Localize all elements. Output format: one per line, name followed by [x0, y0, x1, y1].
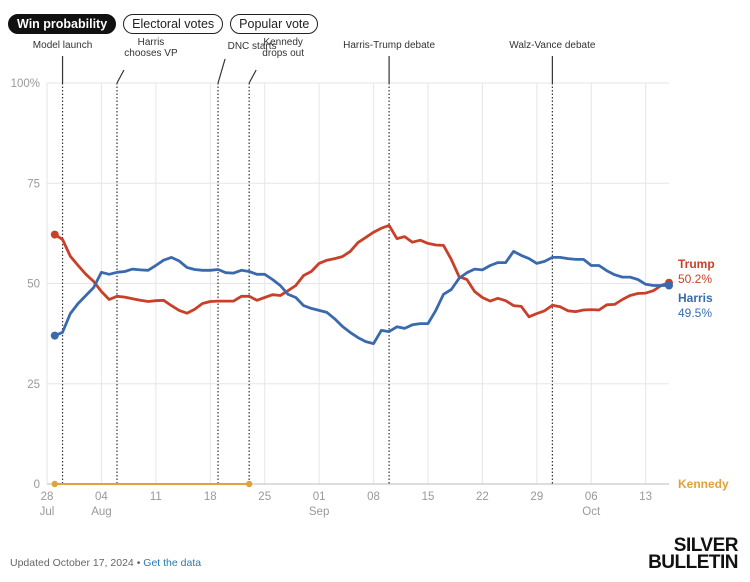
x-tick-sublabel: Aug: [91, 506, 111, 518]
series-start-dot-trump: [50, 230, 59, 239]
tab-popular-vote[interactable]: Popular vote: [230, 14, 319, 34]
series-label-kennedy: Kennedy: [678, 477, 729, 491]
silver-bulletin-logo: SILVER BULLETIN: [638, 535, 739, 573]
event-leader: [248, 69, 257, 84]
x-tick-label: 11: [150, 491, 162, 503]
event-leader: [116, 69, 125, 84]
event-label: Model launch: [33, 40, 92, 51]
event-label: Harris: [138, 37, 165, 48]
series-line-harris: [53, 249, 671, 346]
tab-electoral-votes[interactable]: Electoral votes: [123, 14, 224, 34]
x-tick-label: 18: [204, 491, 217, 503]
series-start-dot-harris: [50, 331, 59, 340]
win-probability-chart: 0 25 50 75 100% 28 Jul 04 Aug 11 18 25 01 Sep 08 15 22 29…: [11, 37, 729, 518]
updated-text: Updated October 17, 2024: [10, 557, 134, 569]
series-line-trump: [53, 223, 671, 319]
x-tick-sublabel: Jul: [40, 506, 55, 518]
x-tick-label: 06: [585, 491, 598, 503]
x-tick-label: 01: [313, 491, 326, 503]
series-start-dot-kennedy: [51, 480, 58, 488]
logo-line-1: SILVER: [673, 535, 739, 556]
event-label: drops out: [262, 48, 304, 59]
logo-line-2: BULLETIN: [648, 552, 738, 573]
y-tick-label: 100%: [11, 78, 40, 90]
x-tick-sublabel: Oct: [582, 506, 601, 518]
event-label: Kennedy: [263, 37, 302, 48]
y-tick-label: 0: [34, 479, 40, 491]
series-value-trump: 50.2%: [678, 272, 712, 286]
event-leader: [217, 58, 226, 84]
series-label-harris: Harris: [678, 291, 713, 305]
x-tick-label: 29: [530, 491, 543, 503]
series-end-dot-harris: [665, 281, 673, 290]
x-tick-label: 08: [367, 491, 380, 503]
y-tick-label: 25: [27, 379, 40, 391]
get-the-data-link[interactable]: Get the data: [143, 557, 202, 569]
event-label: DNC starts: [228, 41, 277, 52]
x-tick-label: 22: [476, 491, 489, 503]
x-tick-label: 04: [95, 491, 108, 503]
x-tick-label: 25: [258, 491, 271, 503]
footer: Updated October 17, 2024 • Get the data: [10, 557, 201, 569]
event-label: Harris-Trump debate: [343, 40, 435, 51]
event-label: chooses VP: [124, 48, 178, 59]
series-value-harris: 49.5%: [678, 306, 712, 320]
x-tick-label: 28: [41, 491, 54, 503]
tab-win-probability[interactable]: Win probability: [8, 14, 117, 34]
chart-tabs: Win probability Electoral votes Popular …: [8, 14, 319, 34]
event-label: Walz-Vance debate: [509, 40, 596, 51]
series-end-dot-kennedy: [245, 480, 253, 488]
x-tick-sublabel: Sep: [309, 506, 329, 518]
y-tick-label: 50: [27, 279, 40, 291]
footer-separator: •: [136, 557, 141, 569]
series-label-trump: Trump: [678, 257, 715, 271]
x-tick-label: 13: [639, 491, 652, 503]
x-tick-label: 15: [422, 491, 435, 503]
y-tick-label: 75: [27, 178, 40, 190]
